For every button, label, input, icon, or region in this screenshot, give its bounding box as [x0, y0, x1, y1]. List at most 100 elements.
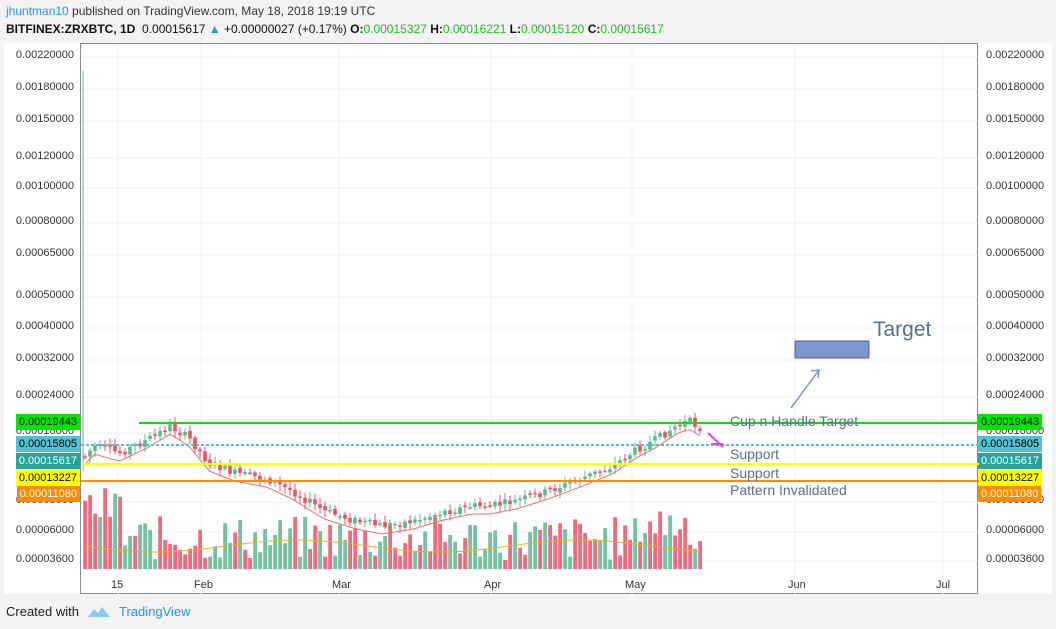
- candle-body: [178, 432, 182, 436]
- volume-bar: [623, 525, 627, 569]
- price-tick-label: 0.00080000: [15, 215, 74, 227]
- volume-bar: [428, 551, 432, 569]
- candle-body: [168, 424, 172, 432]
- price-tick-label: 0.00050000: [15, 289, 74, 301]
- volume-bar: [543, 522, 547, 569]
- volume-bar: [128, 535, 132, 569]
- candle-body: [378, 523, 382, 525]
- candle-body: [253, 472, 257, 477]
- candle-body: [418, 520, 422, 522]
- up-arrow-icon: ▲: [208, 22, 221, 36]
- volume-bar: [178, 550, 182, 569]
- candle-body: [628, 455, 632, 460]
- volume-bar: [558, 523, 562, 569]
- candle-body: [538, 493, 542, 498]
- tradingview-link[interactable]: TradingView: [118, 604, 191, 619]
- volume-bar: [643, 532, 647, 569]
- volume-bar: [613, 517, 617, 569]
- candle-body: [588, 473, 592, 477]
- candle-body: [123, 451, 127, 455]
- candle-body: [453, 512, 457, 514]
- time-tick-label: Jun: [788, 579, 806, 591]
- price-marker-label: 0.00019443: [978, 414, 1043, 430]
- candle-body: [618, 460, 622, 465]
- price-tick-label: 0.00150000: [15, 113, 74, 125]
- price-tick-label: 0.00180000: [15, 81, 74, 93]
- open-label: O:: [350, 22, 364, 36]
- volume-bar: [528, 532, 532, 569]
- price-tick-label: 0.00040000: [986, 320, 1045, 332]
- volume-bar: [388, 526, 392, 569]
- price-marker-label: 0.00013227: [15, 470, 80, 486]
- candle-body: [128, 446, 132, 455]
- price-tick-label: 0.00065000: [986, 247, 1045, 259]
- price-axis-left[interactable]: 0.00220000 0.00180000 0.00150000 0.00120000…: [4, 43, 80, 594]
- symbol-info: BITFINEX:ZRXBTC, 1D 0.00015617 ▲ +0.0000…: [6, 22, 664, 36]
- author-link[interactable]: jhuntman10: [6, 4, 69, 18]
- volume-bar: [153, 559, 157, 569]
- volume-bar: [683, 518, 687, 569]
- candle-body: [353, 518, 357, 524]
- close-label: C:: [587, 22, 601, 36]
- candle-body: [678, 424, 682, 427]
- volume-bar: [248, 558, 252, 569]
- volume-bar: [498, 552, 502, 569]
- candle-body: [383, 521, 387, 528]
- volume-bar: [608, 559, 612, 569]
- target-arrowhead: [810, 369, 820, 379]
- price-axis-right[interactable]: 0.00220000 0.00180000 0.00150000 0.00120000…: [978, 43, 1052, 594]
- publish-info: jhuntman10 published on TradingView.com,…: [6, 4, 375, 18]
- candle-body: [498, 501, 502, 506]
- volume-bar: [193, 545, 197, 569]
- chart-pane[interactable]: [80, 43, 979, 595]
- candle-body: [468, 507, 472, 509]
- volume-bar: [138, 524, 142, 569]
- volume-bar: [338, 524, 342, 569]
- candle-body: [528, 493, 532, 495]
- candle-body: [568, 482, 572, 484]
- volume-bar: [593, 539, 597, 569]
- price-marker-label: 0.00013227: [978, 470, 1043, 486]
- volume-bar: [273, 535, 277, 569]
- candle-body: [228, 465, 232, 474]
- candle-body: [603, 470, 607, 473]
- volume-bar: [518, 547, 522, 569]
- volume-bar: [668, 515, 672, 569]
- time-tick-label: 15: [111, 579, 124, 591]
- volume-bar: [158, 516, 162, 569]
- price-tick-label: 0.00006000: [15, 524, 74, 536]
- candle-body: [388, 522, 392, 528]
- candle-body: [333, 508, 337, 515]
- candle-body: [363, 520, 367, 523]
- volume-bar: [693, 548, 697, 569]
- candle-body: [523, 495, 527, 500]
- volume-bar: [283, 543, 287, 569]
- price-tick-label: 0.00100000: [15, 180, 74, 192]
- price-marker-label: 0.00015805: [15, 436, 80, 452]
- candle-body: [233, 469, 237, 474]
- volume-bar: [568, 556, 572, 569]
- candle-body: [518, 498, 522, 501]
- candle-body: [488, 505, 492, 507]
- volume-bar: [403, 543, 407, 569]
- candle-body: [183, 431, 187, 436]
- volume-bar: [293, 516, 297, 569]
- candle-body: [563, 482, 567, 488]
- volume-bar: [463, 538, 467, 569]
- candle-body: [83, 456, 87, 458]
- volume-bar: [348, 530, 352, 569]
- volume-bar: [478, 556, 482, 569]
- candle-body: [608, 469, 612, 473]
- volume-average-line: [84, 539, 701, 553]
- volume-bar: [408, 534, 412, 569]
- price-plot[interactable]: [81, 44, 979, 595]
- volume-bar: [328, 525, 332, 569]
- candle-body: [103, 444, 107, 447]
- volume-bar: [333, 555, 337, 569]
- price-tick-label: 0.00003600: [15, 553, 74, 565]
- candle-body: [513, 499, 517, 503]
- price-marker-label: 0.00015617: [15, 453, 80, 469]
- volume-bar: [98, 516, 102, 569]
- candle-body: [323, 506, 327, 511]
- volume-bar: [688, 544, 692, 569]
